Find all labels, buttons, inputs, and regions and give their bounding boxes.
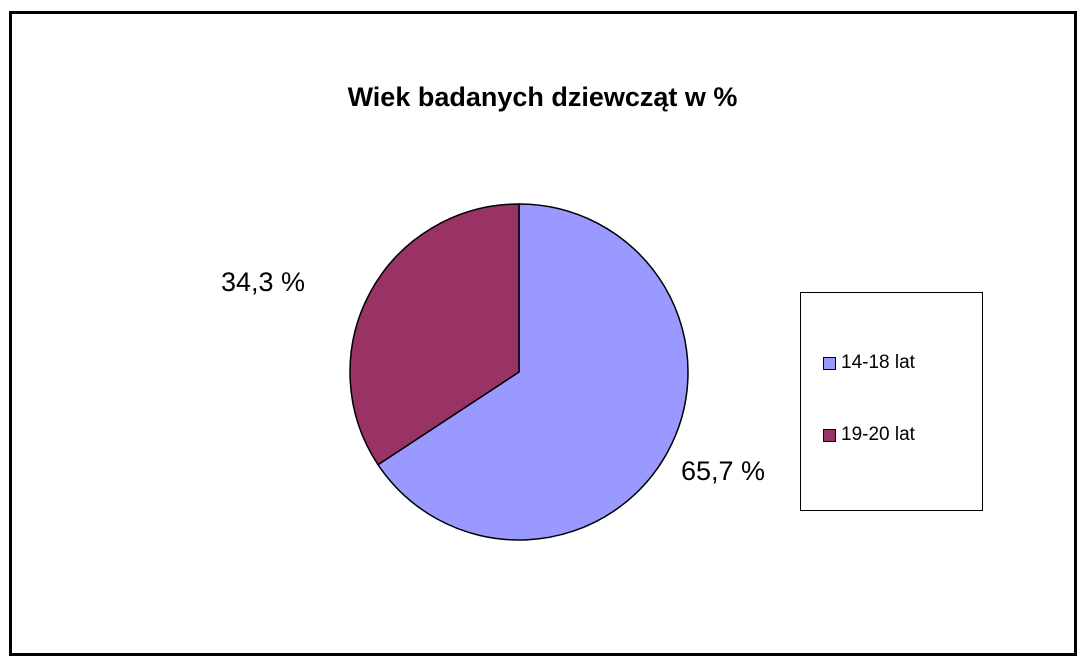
chart-title: Wiek badanych dziewcząt w % bbox=[347, 82, 738, 112]
pie-slice-19-20-lat bbox=[349, 203, 520, 466]
legend-swatch-19-20 bbox=[823, 428, 836, 442]
legend-item-19-20: 19-20 lat bbox=[823, 424, 915, 446]
data-label-19-20: 34,3 % bbox=[221, 267, 306, 297]
legend-item-14-18: 14-18 lat bbox=[823, 352, 915, 374]
legend-label: 14-18 lat bbox=[841, 352, 915, 373]
legend-label: 19-20 lat bbox=[841, 424, 915, 445]
pie-slice-14-18-lat bbox=[376, 203, 689, 541]
legend: 14-18 lat 19-20 lat bbox=[800, 292, 983, 511]
legend-swatch-14-18 bbox=[823, 356, 836, 370]
data-label-14-18: 65,7 % bbox=[681, 456, 766, 486]
